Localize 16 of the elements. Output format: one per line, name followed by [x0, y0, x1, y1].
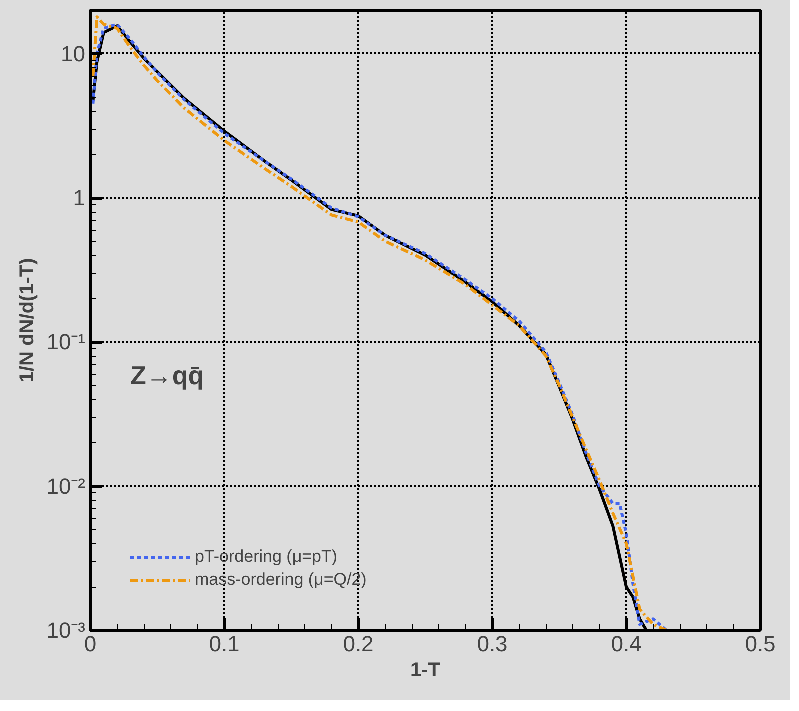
- x-tick-label: 0.1: [209, 632, 240, 656]
- x-tick-label: 0: [84, 632, 97, 656]
- y-tick-label: 10⁻¹: [46, 330, 86, 355]
- y-axis-title: 1/N dN/d(1-T): [16, 258, 39, 383]
- annotation: Z→qq̄: [130, 360, 204, 390]
- y-tick-label: 1: [73, 186, 86, 211]
- x-tick-label: 0.5: [745, 632, 776, 656]
- x-tick-label: 0.4: [611, 632, 642, 656]
- legend-label: pT-ordering (μ=pT): [195, 547, 338, 567]
- y-tick-label: 10: [61, 41, 86, 66]
- legend-label: mass-ordering (μ=Q/2): [195, 570, 367, 590]
- y-tick-label: 10⁻²: [46, 474, 86, 499]
- x-axis-title: 1-T: [410, 660, 440, 682]
- x-tick-label: 0.2: [343, 632, 374, 656]
- x-tick-label: 0.3: [477, 632, 508, 656]
- y-tick-label: 10⁻³: [46, 618, 86, 643]
